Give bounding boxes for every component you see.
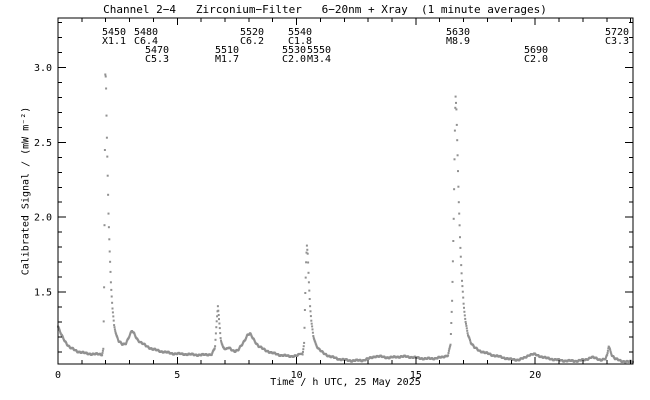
flare-annotation: 5510 M1.7 — [214, 45, 240, 65]
flare-annotation: 5690 C2.0 — [523, 45, 549, 65]
flare-region-number: 5690 — [523, 45, 549, 56]
y-axis-label: Calibrated Signal / (mW m⁻²) — [20, 106, 32, 276]
y-tick-label: 2.5 — [34, 138, 52, 149]
axis-ticks — [57, 18, 633, 364]
x-tick-label: 5 — [174, 370, 180, 381]
flare-class: C6.2 — [239, 36, 265, 47]
flare-class: X1.1 — [101, 36, 127, 47]
flare-class: C6.4 — [133, 36, 159, 47]
chart-title: Channel 2−4 Zirconium−Filter 6−20nm + Xr… — [103, 3, 547, 16]
flare-annotation: 5550 M3.4 — [306, 45, 332, 65]
y-tick-label: 2.0 — [34, 213, 52, 224]
flare-annotation: 5470 C5.3 — [144, 45, 170, 65]
flare-class: M1.7 — [214, 54, 240, 65]
flare-annotation: 5480 C6.4 — [133, 27, 159, 47]
y-tick-label: 1.5 — [34, 288, 52, 299]
flare-region-number: 5520 — [239, 27, 265, 38]
flare-region-number: 5480 — [133, 27, 159, 38]
flare-annotation: 5450 X1.1 — [101, 27, 127, 47]
flare-region-number: 5720 — [604, 27, 630, 38]
flare-region-number: 5550 — [306, 45, 332, 56]
plot-frame — [57, 17, 634, 365]
flare-region-number: 5630 — [445, 27, 471, 38]
flare-class: M3.4 — [306, 54, 332, 65]
x-tick-label: 10 — [291, 370, 303, 381]
flare-class: C2.0 — [523, 54, 549, 65]
flare-annotation: 5720 C3.3 — [604, 27, 630, 47]
tick-labels: 0 5 10 15 20 1.5 2.0 2.5 3.0 — [34, 63, 541, 381]
flare-region-number: 5530 — [281, 45, 307, 56]
x-tick-label: 0 — [55, 370, 61, 381]
flare-annotation: 5630 M8.9 — [445, 27, 471, 47]
flare-class: C5.3 — [144, 54, 170, 65]
x-axis-label: Time / h UTC, 25 May 2025 — [270, 377, 421, 388]
flare-annotation: 5540 C1.8 — [287, 27, 313, 47]
flare-annotation: 5520 C6.2 — [239, 27, 265, 47]
y-tick-label: 3.0 — [34, 63, 52, 74]
data-points — [57, 73, 634, 364]
flare-class: C3.3 — [604, 36, 630, 47]
flare-annotation: 5530 C2.0 — [281, 45, 307, 65]
x-tick-label: 20 — [529, 370, 541, 381]
flare-class: C2.0 — [281, 54, 307, 65]
x-tick-label: 15 — [410, 370, 422, 381]
flare-region-number: 5450 — [101, 27, 127, 38]
flare-class: M8.9 — [445, 36, 471, 47]
flare-region-number: 5540 — [287, 27, 313, 38]
flare-region-number: 5510 — [214, 45, 240, 56]
flare-region-number: 5470 — [144, 45, 170, 56]
flare-class: C1.8 — [287, 36, 313, 47]
